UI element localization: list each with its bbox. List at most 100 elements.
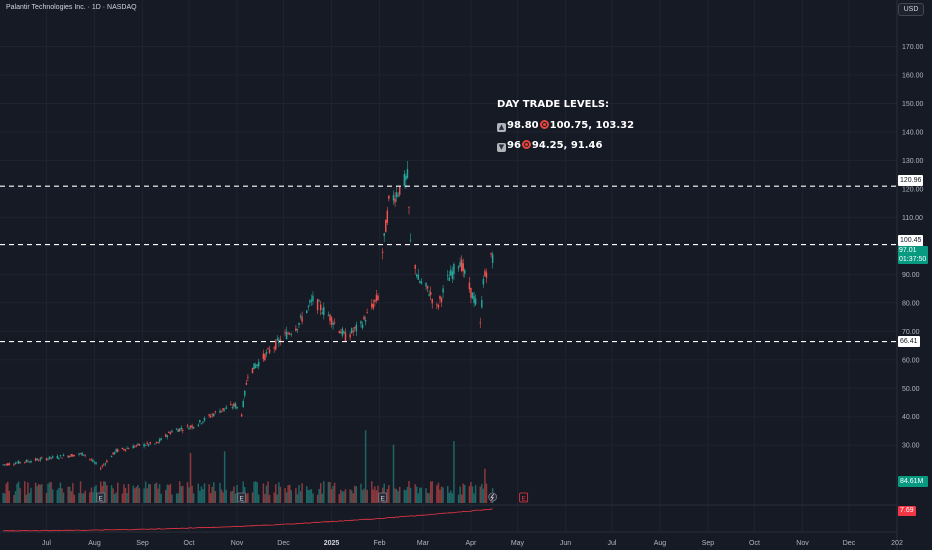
candle-body: [113, 452, 116, 454]
candle-body: [439, 295, 441, 300]
candle-body: [450, 269, 452, 276]
candle-body: [186, 425, 189, 427]
volume-bar: [214, 491, 217, 503]
candle-body: [485, 272, 488, 278]
level-label-120[interactable]: 120.96: [898, 175, 924, 186]
volume-bar: [200, 486, 203, 503]
volume-bar: [275, 484, 277, 503]
volume-bar: [213, 482, 215, 503]
candle-body: [431, 299, 433, 304]
volume-bar: [262, 483, 265, 503]
volume-bar: [177, 493, 179, 503]
volume-bar: [82, 493, 85, 503]
volume-bar: [30, 487, 32, 503]
volume-bar: [230, 491, 232, 503]
time-tick-4: Nov: [231, 540, 244, 547]
volume-bar: [450, 490, 452, 503]
volume-bar: [481, 483, 483, 503]
last-price: 97.01: [899, 247, 917, 254]
candle-body: [188, 427, 190, 430]
candle-body: [5, 463, 7, 465]
candle-body: [361, 324, 364, 328]
time-tick-9: Apr: [466, 540, 478, 547]
volume-bar: [99, 481, 102, 503]
candle-body: [310, 299, 313, 302]
time-tick-5: Dec: [277, 540, 290, 547]
candle-body: [417, 274, 420, 280]
candle-body: [166, 435, 169, 437]
candle-body: [178, 428, 181, 432]
volume-bar: [5, 483, 7, 503]
volume-bar: [388, 485, 390, 503]
candle-body: [175, 429, 178, 430]
volume-bar: [41, 484, 43, 503]
candle-body: [403, 174, 406, 187]
volume-bar: [231, 490, 234, 503]
candle-body: [50, 457, 52, 459]
candle-body: [37, 460, 40, 462]
candle-body: [25, 459, 28, 463]
candle-body: [372, 304, 375, 309]
candle-body: [244, 390, 246, 396]
candle-body: [306, 310, 308, 313]
candle-body: [220, 410, 223, 412]
earnings-marker-1: [237, 492, 247, 503]
volume-bar: [414, 484, 416, 503]
candle-body: [262, 353, 265, 360]
volume-bar: [45, 493, 48, 503]
volume-bar: [398, 486, 401, 503]
volume-bar: [394, 488, 396, 503]
volume-bar: [95, 485, 97, 503]
candle-body: [137, 443, 139, 445]
volume-bar: [330, 489, 333, 503]
candle-body: [84, 455, 86, 457]
candle-body: [344, 332, 347, 342]
candle-body: [144, 445, 147, 447]
time-tick-10: May: [511, 540, 525, 547]
volume-bar: [287, 485, 289, 503]
candle-body: [209, 415, 212, 418]
level-label-100[interactable]: 100.45: [898, 235, 924, 246]
volume-bar: [436, 485, 438, 503]
candle-body: [19, 462, 21, 463]
candle-body: [58, 458, 60, 459]
volume-bar: [440, 486, 443, 503]
candle-body: [154, 443, 156, 445]
volume-bar: [234, 493, 237, 503]
volume-bar: [366, 489, 368, 503]
candle-body: [448, 277, 451, 281]
volume-bar: [318, 488, 320, 503]
volume-bar: [7, 481, 9, 503]
volume-bar: [25, 494, 28, 503]
candle-body: [442, 288, 444, 293]
volume-bar: [405, 490, 407, 503]
volume-bar: [110, 485, 113, 503]
indicator-value-label: 7.69: [898, 506, 916, 516]
volume-bar: [192, 493, 195, 503]
candle-body: [48, 456, 51, 459]
candle-body: [388, 195, 390, 199]
candle-body: [222, 408, 224, 411]
candle-body: [213, 413, 215, 417]
price-tick-13: 40.00: [902, 414, 920, 421]
time-axis[interactable]: Jul Aug Sep Oct Nov Dec 2025 Feb Mar Apr May Jun Jul…: [0, 504, 903, 547]
candle-body: [191, 425, 193, 428]
volume-bar: [121, 493, 124, 503]
candle-body: [394, 198, 396, 203]
price-axis[interactable]: 170.00 160.00 150.00 140.00 130.00 120.00 110.…: [896, 0, 932, 550]
candle-body: [298, 322, 300, 325]
level-label-66[interactable]: 66.41: [898, 336, 920, 347]
candle-body: [408, 206, 410, 208]
volume-bar: [341, 491, 344, 503]
time-tick-0: Jul: [42, 540, 51, 547]
currency-button[interactable]: USD: [898, 3, 924, 16]
symbol-title[interactable]: Palantir Technologies Inc. · 1D · NASDAQ: [6, 4, 137, 11]
volume-bar: [457, 494, 460, 503]
time-tick-12: Jul: [607, 540, 616, 547]
candle-body: [316, 299, 319, 311]
candle-body: [253, 363, 255, 370]
volume-bar: [251, 492, 254, 503]
volume-bar: [8, 490, 11, 503]
